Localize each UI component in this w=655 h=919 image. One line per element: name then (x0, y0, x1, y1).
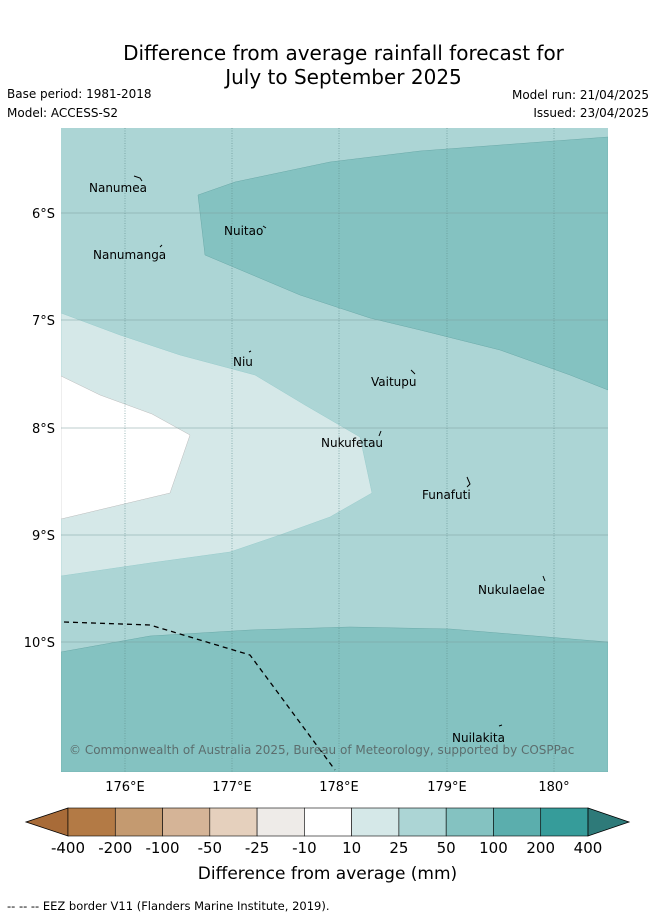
lon-label-176e: 176°E (105, 780, 145, 795)
lon-label-179e: 179°E (427, 780, 467, 795)
island-labels: Nanumea Nuitao Nanumanga Niu Vaitupu Nuk… (89, 181, 545, 745)
lon-axis-labels: 176°E 177°E 178°E 179°E 180° (105, 780, 569, 795)
island-label-nukufetau: Nukufetau (321, 436, 383, 450)
colorbar-extend-low (24, 807, 69, 837)
colorbar-swatch (162, 807, 211, 837)
colorbar-tick-label: -400 (50, 839, 86, 857)
colorbar-swatch (445, 807, 494, 837)
region-50-100-south (61, 626, 608, 772)
title-line-2: July to September 2025 (225, 65, 462, 89)
issued-date: Issued: 23/04/2025 (533, 106, 649, 120)
colorbar-tick-label: 400 (573, 839, 603, 857)
lon-label-180: 180° (538, 780, 569, 795)
island-label-nukulaelae: Nukulaelae (478, 583, 545, 597)
eez-legend-note: -- -- -- EEZ border V11 (Flanders Marine… (7, 899, 330, 913)
colorbar (24, 807, 631, 837)
island-label-nuilakita: Nuilakita (452, 731, 505, 745)
lat-label-6s: 6°S (32, 207, 55, 222)
lon-label-177e: 177°E (212, 780, 252, 795)
colorbar-tick-label: -200 (98, 839, 133, 857)
colorbar-tick-label: -25 (244, 839, 270, 857)
copyright-text: © Commonwealth of Australia 2025, Bureau… (69, 743, 574, 757)
lon-label-178e: 178°E (319, 780, 359, 795)
island-label-nanumanga: Nanumanga (93, 248, 166, 262)
colorbar-tick-label: 200 (526, 839, 556, 857)
colorbar-tick-label: -10 (292, 839, 317, 857)
colorbar-tick-label: 25 (389, 839, 409, 857)
colorbar-tick-label: -50 (197, 839, 223, 857)
island-shapes (133, 175, 546, 727)
eez-border-line (63, 621, 336, 771)
island-label-niu: Niu (233, 355, 253, 369)
colorbar-swatch (540, 807, 589, 837)
island-label-funafuti: Funafuti (422, 488, 471, 502)
region-10-25 (61, 312, 373, 577)
colorbar-label: Difference from average (mm) (197, 864, 458, 884)
region-neutral (61, 375, 191, 520)
region-50-100-north (197, 136, 608, 391)
model-name: Model: ACCESS-S2 (7, 106, 119, 120)
lat-label-8s: 8°S (32, 422, 55, 437)
colorbar-tick-label: -100 (145, 839, 180, 857)
island-label-nuitao: Nuitao (224, 224, 263, 238)
colorbar-swatch (398, 807, 447, 837)
colorbar-tick-label: 100 (479, 839, 508, 857)
map-area: Nanumea Nuitao Nanumanga Niu Vaitupu Nuk… (61, 128, 608, 772)
colorbar-swatch (304, 807, 352, 837)
model-run: Model run: 21/04/2025 (511, 88, 649, 102)
lat-gridlines (61, 212, 608, 643)
island-label-nanumea: Nanumea (89, 181, 147, 195)
colorbar-tick-label: 50 (436, 839, 456, 857)
colorbar-swatch (493, 807, 542, 837)
lat-label-10s: 10°S (24, 636, 55, 651)
lat-axis-labels: 6°S 7°S 8°S 9°S 10°S (24, 207, 55, 651)
colorbar-swatch (351, 807, 400, 837)
base-period: Base period: 1981-2018 (7, 87, 152, 101)
colorbar-swatch (67, 807, 116, 837)
title-line-1: Difference from average rainfall forecas… (123, 41, 564, 65)
lat-label-9s: 9°S (32, 529, 55, 544)
island-label-vaitupu: Vaitupu (371, 375, 417, 389)
colorbar-extend-high (587, 807, 631, 837)
colorbar-swatch (114, 807, 163, 837)
colorbar-tick-label: 10 (342, 839, 362, 857)
colorbar-swatch (209, 807, 258, 837)
colorbar-swatch (256, 807, 305, 837)
lat-label-7s: 7°S (32, 314, 55, 329)
map-title: Difference from average rainfall forecas… (0, 41, 655, 89)
